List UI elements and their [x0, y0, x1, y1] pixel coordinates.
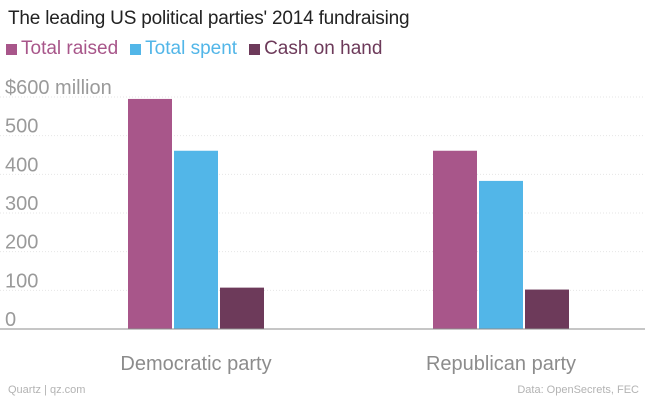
bar: [174, 150, 218, 329]
bar: [433, 150, 477, 329]
bar: [479, 180, 523, 329]
y-tick-label: $600 million: [5, 77, 112, 99]
x-tick-label: Democratic party: [120, 353, 271, 375]
y-tick-label: 0: [5, 309, 16, 331]
legend-swatch-cash-on-hand: [249, 43, 261, 55]
legend-item-total-spent: Total spent: [130, 38, 237, 60]
y-tick-label: 300: [5, 193, 38, 215]
legend-item-total-raised: Total raised: [6, 38, 118, 60]
footer-source-left: Quartz | qz.com: [8, 384, 86, 396]
legend-label-cash-on-hand: Cash on hand: [264, 38, 383, 59]
legend-label-total-raised: Total raised: [21, 38, 119, 59]
y-tick-label: 400: [5, 154, 38, 176]
y-tick-label: 100: [5, 270, 38, 292]
bar: [128, 98, 172, 329]
y-tick-label: 200: [5, 232, 38, 254]
y-tick-label: 500: [5, 116, 38, 138]
legend-item-cash-on-hand: Cash on hand: [249, 38, 382, 60]
legend-label-total-spent: Total spent: [145, 38, 238, 59]
chart-title: The leading US political parties' 2014 f…: [8, 8, 410, 29]
bar: [525, 289, 569, 329]
legend-swatch-total-spent: [130, 43, 142, 55]
bar: [220, 287, 264, 329]
legend-swatch-total-raised: [6, 43, 17, 55]
footer-source-right: Data: OpenSecrets, FEC: [517, 384, 639, 396]
legend: Total raised Total spent Cash on hand: [6, 38, 394, 60]
x-tick-label: Republican party: [426, 353, 576, 375]
